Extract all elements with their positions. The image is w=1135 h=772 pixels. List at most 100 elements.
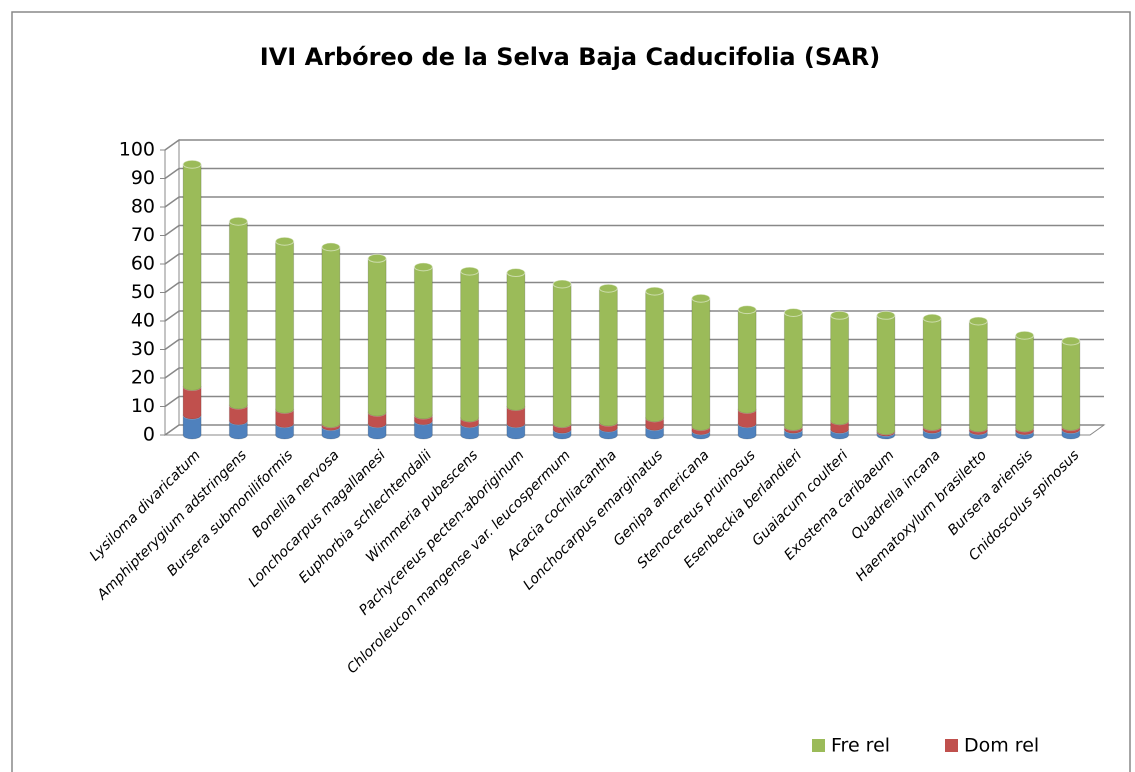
grid-line	[164, 167, 1104, 180]
bar-segment	[552, 279, 572, 429]
segment-body	[275, 240, 295, 414]
grid-line	[164, 367, 1104, 379]
segment-body	[1015, 334, 1035, 433]
segment-cap	[922, 313, 942, 323]
segment-cap	[321, 242, 341, 252]
segment-body	[506, 272, 526, 411]
segment-body	[228, 420, 248, 440]
floor	[163, 424, 1106, 436]
grid-line	[164, 196, 1104, 208]
bar-segment	[321, 242, 341, 429]
grid-line	[164, 253, 1104, 265]
segment-cap	[552, 279, 572, 289]
segment-body	[460, 270, 480, 423]
grid-line	[164, 310, 1104, 322]
bar-segment	[737, 305, 757, 414]
segment-body	[691, 297, 711, 431]
segment-cap	[1015, 330, 1035, 340]
segment-cap	[737, 305, 757, 315]
segment-body	[737, 408, 757, 429]
bar-segment	[830, 310, 850, 426]
y-tick-label: 70	[131, 224, 155, 246]
y-tick-label: 90	[131, 167, 155, 189]
segment-cap	[691, 293, 711, 303]
segment-cap	[460, 266, 480, 276]
chart-border	[11, 11, 1131, 772]
segment-cap	[645, 286, 665, 296]
segment-body	[275, 408, 295, 429]
segment-cap	[506, 268, 526, 278]
segment-body	[552, 283, 572, 429]
segment-cap	[182, 159, 202, 169]
x-tick-label: Quadrella incana	[848, 447, 943, 542]
bar-segment	[1015, 330, 1035, 433]
grid-line	[164, 139, 1104, 151]
segment-body	[321, 246, 341, 429]
bar-segment	[275, 236, 295, 414]
grid-line	[164, 224, 1104, 237]
bar-segment	[1061, 336, 1081, 431]
segment-body	[182, 386, 202, 420]
segment-cap	[968, 316, 988, 326]
segment-cap	[876, 310, 896, 320]
bar-segment	[598, 283, 618, 427]
segment-body	[367, 257, 387, 417]
segment-cap	[830, 310, 850, 320]
legend-label: Dom rel	[964, 735, 1039, 757]
segment-body	[783, 311, 803, 431]
segment-body	[1061, 340, 1081, 431]
y-tick-label: 80	[131, 196, 155, 218]
bar-segment	[968, 316, 988, 433]
segment-cap	[783, 307, 803, 317]
segment-body	[922, 317, 942, 431]
legend-swatch	[945, 739, 958, 752]
bar-segment	[413, 262, 433, 420]
y-tick-label: 60	[131, 253, 155, 275]
y-tick-label: 0	[143, 424, 155, 446]
y-tick-label: 50	[131, 281, 155, 303]
segment-cap	[367, 253, 387, 263]
bar-segment	[645, 286, 665, 423]
x-tick-label: Pachycereus pecten-aboriginum	[356, 447, 527, 618]
segment-body	[598, 287, 618, 427]
bar-segment	[367, 253, 387, 417]
segment-body	[876, 314, 896, 436]
segment-body	[182, 163, 202, 392]
grid-line	[164, 338, 1104, 351]
segment-body	[182, 414, 202, 440]
segment-body	[413, 420, 433, 440]
segment-cap	[228, 216, 248, 226]
chart-title: IVI Arbóreo de la Selva Baja Caducifolia…	[260, 43, 880, 71]
grid-line	[164, 395, 1104, 408]
legend-label: Fre rel	[831, 735, 890, 757]
x-tick-label: Bursera ariensis	[945, 447, 1036, 538]
y-tick-label: 30	[131, 338, 155, 360]
segment-body	[830, 314, 850, 426]
bar-segment	[783, 307, 803, 431]
bar-segment	[876, 310, 896, 436]
segment-body	[228, 404, 248, 426]
bar-segment	[460, 266, 480, 423]
grid-line	[164, 281, 1104, 294]
segment-cap	[413, 262, 433, 272]
segment-cap	[1061, 336, 1081, 346]
segment-body	[968, 320, 988, 433]
bar-segment	[506, 268, 526, 411]
y-tick-label: 10	[131, 395, 155, 417]
segment-body	[228, 220, 248, 410]
grid-line	[164, 424, 1104, 436]
bar-segment	[228, 216, 248, 410]
bar-segment	[922, 313, 942, 431]
segment-body	[737, 309, 757, 414]
segment-body	[645, 290, 665, 423]
segment-body	[506, 406, 526, 429]
bar-segment	[182, 159, 202, 392]
y-tick-label: 100	[119, 139, 155, 161]
segment-cap	[275, 236, 295, 246]
bar-segment	[691, 293, 711, 431]
segment-cap	[598, 283, 618, 293]
x-tick-label: Bonellia nervosa	[249, 447, 343, 541]
legend-swatch	[812, 739, 825, 752]
segment-body	[413, 266, 433, 420]
